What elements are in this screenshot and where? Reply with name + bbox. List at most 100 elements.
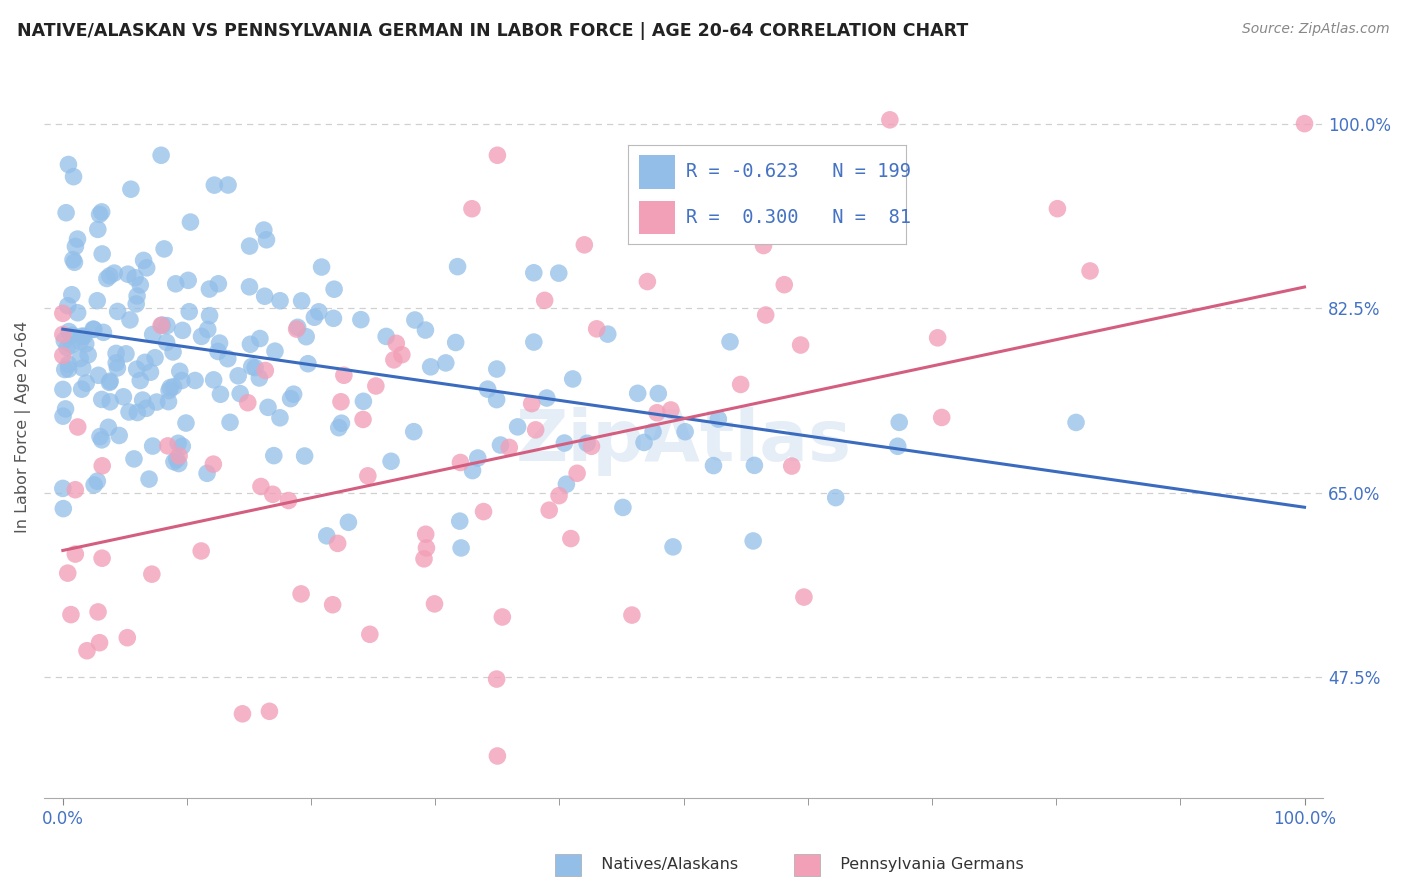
Point [52, 482, 75, 496]
Point [169, 364, 191, 378]
Point [98, 394, 121, 409]
Point [118, 313, 141, 327]
Point [576, 436, 599, 450]
Point [69, 334, 91, 349]
Point [1294, 117, 1316, 131]
Point [60, 287, 83, 301]
Point [138, 472, 160, 486]
Point [523, 334, 546, 349]
FancyBboxPatch shape [640, 155, 675, 188]
Point [357, 468, 380, 483]
Point [311, 260, 333, 274]
Point [647, 386, 669, 401]
Point [752, 238, 775, 252]
Point [250, 479, 273, 493]
Point [627, 386, 650, 401]
Point [486, 148, 509, 162]
Point [641, 425, 664, 439]
Point [308, 305, 330, 319]
Point [142, 327, 165, 342]
Point [423, 597, 446, 611]
FancyBboxPatch shape [640, 201, 675, 235]
Text: NATIVE/ALASKAN VS PENNSYLVANIA GERMAN IN LABOR FORCE | AGE 20-64 CORRELATION CHA: NATIVE/ALASKAN VS PENNSYLVANIA GERMAN IN… [17, 22, 969, 40]
Point [297, 357, 319, 371]
Point [810, 173, 832, 187]
Point [889, 415, 911, 429]
Point [337, 516, 360, 530]
Point [89, 429, 111, 443]
Point [259, 704, 281, 718]
Point [209, 387, 232, 401]
Point [98, 376, 121, 390]
Point [65, 239, 87, 253]
Point [202, 457, 225, 471]
Point [793, 590, 815, 604]
Point [55, 206, 77, 220]
Point [256, 233, 278, 247]
Point [170, 374, 193, 388]
Point [434, 356, 457, 370]
Point [498, 441, 520, 455]
Point [122, 451, 145, 466]
Point [1078, 264, 1101, 278]
Point [561, 372, 583, 386]
Point [217, 178, 239, 192]
Point [91, 458, 114, 473]
Point [127, 289, 149, 303]
Point [93, 326, 115, 340]
Point [134, 355, 156, 369]
Point [359, 627, 381, 641]
Point [574, 237, 596, 252]
Point [239, 337, 262, 351]
Point [83, 322, 105, 336]
Point [295, 329, 318, 343]
Point [90, 392, 112, 407]
Point [391, 348, 413, 362]
Point [179, 304, 201, 318]
Point [239, 239, 262, 253]
Point [208, 336, 231, 351]
Point [879, 112, 901, 127]
Point [350, 312, 373, 326]
Point [254, 363, 277, 377]
Point [714, 161, 737, 176]
Point [135, 401, 157, 416]
Point [167, 436, 190, 450]
Point [450, 541, 472, 555]
Point [70, 382, 93, 396]
Point [718, 334, 741, 349]
Point [404, 313, 426, 327]
Point [63, 255, 86, 269]
Point [330, 416, 353, 430]
Point [236, 395, 259, 409]
Point [86, 293, 108, 308]
Point [65, 483, 87, 497]
Point [467, 450, 489, 465]
Point [162, 380, 184, 394]
Point [103, 266, 125, 280]
Point [382, 352, 405, 367]
Point [931, 410, 953, 425]
Point [65, 547, 87, 561]
Point [415, 527, 437, 541]
Point [419, 359, 441, 374]
Point [742, 533, 765, 548]
Point [87, 222, 110, 236]
Point [172, 323, 194, 337]
Point [253, 223, 276, 237]
Point [291, 293, 314, 308]
Point [489, 438, 512, 452]
Point [326, 536, 349, 550]
Point [280, 392, 302, 406]
Point [364, 379, 387, 393]
Point [91, 247, 114, 261]
Point [53, 362, 76, 376]
Point [56, 299, 79, 313]
Point [56, 566, 79, 581]
Point [322, 311, 344, 326]
Point [75, 376, 97, 391]
Point [198, 309, 221, 323]
Point [174, 416, 197, 430]
Point [141, 567, 163, 582]
Point [231, 706, 253, 721]
